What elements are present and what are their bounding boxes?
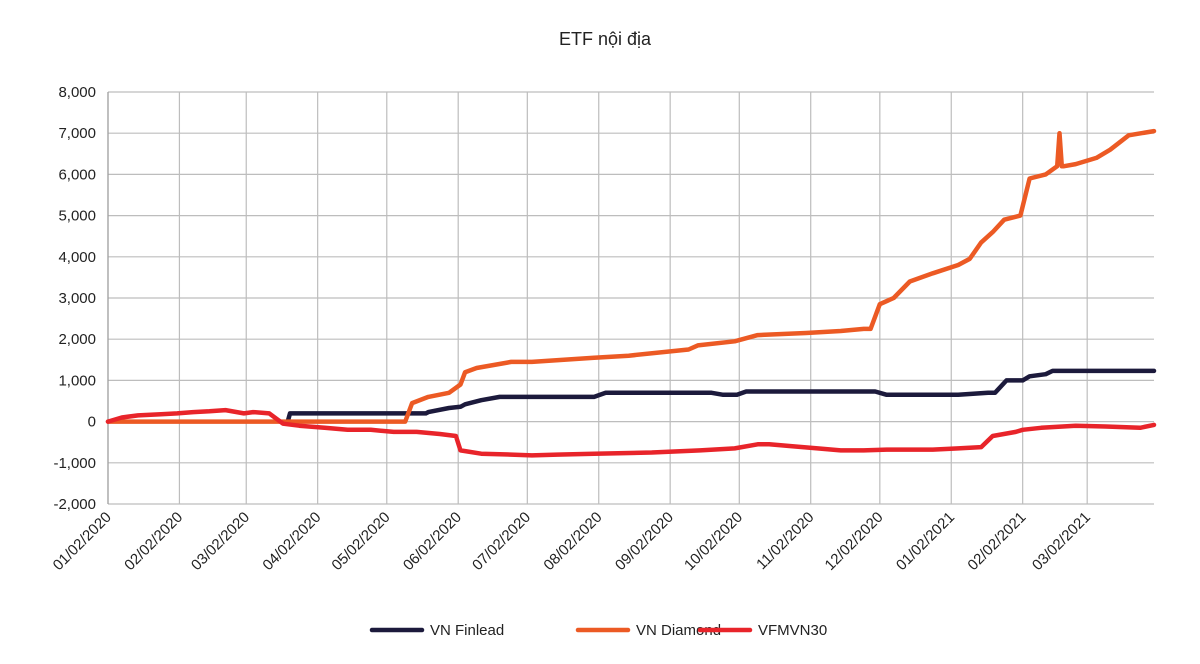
- series-line-2: [105, 128, 1157, 424]
- legend-label: VN Diamond: [636, 622, 721, 639]
- x-tick-label: 03/02/2021: [1029, 509, 1094, 574]
- y-axis-ticks: -2,000 -1,000 0 1,000 2,000 3,000 4,000 5,000 6,…: [53, 84, 96, 513]
- y-tick-label: 0: [88, 414, 96, 431]
- x-axis-ticks: 01/02/2020 02/02/2020 03/02/2020 04/02/2020…: [50, 509, 1094, 574]
- x-tick-label: 03/02/2020: [188, 509, 253, 574]
- x-tick-label: 12/02/2020: [822, 509, 887, 574]
- x-tick-label: 06/02/2020: [400, 509, 465, 574]
- legend-label: VN Finlead: [430, 622, 504, 639]
- x-tick-label: 01/02/2021: [893, 509, 958, 574]
- y-tick-label: 4,000: [58, 249, 96, 266]
- x-tick-label: 02/02/2021: [964, 509, 1029, 574]
- x-tick-label: 11/02/2020: [753, 509, 817, 573]
- series-lines: [105, 128, 1157, 458]
- y-tick-label: 7,000: [58, 125, 96, 142]
- y-tick-label: 1,000: [58, 372, 96, 389]
- y-tick-label: 8,000: [58, 84, 96, 101]
- grid: [107, 91, 1154, 505]
- y-tick-label: 5,000: [58, 208, 96, 225]
- x-tick-label: 01/02/2020: [50, 509, 115, 574]
- chart-title: ETF nội địa: [559, 29, 652, 49]
- series-line-1: [285, 368, 1157, 424]
- x-tick-label: 02/02/2020: [121, 509, 186, 574]
- y-tick-label: -2,000: [53, 496, 96, 513]
- legend-label: VFMVN30: [758, 622, 827, 639]
- x-tick-label: 05/02/2020: [328, 509, 393, 574]
- x-tick-label: 09/02/2020: [612, 509, 677, 574]
- y-tick-label: -1,000: [53, 455, 96, 472]
- x-tick-label: 04/02/2020: [259, 509, 324, 574]
- x-tick-label: 10/02/2020: [681, 509, 746, 574]
- y-tick-label: 3,000: [58, 290, 96, 307]
- series-line-3: [105, 407, 1157, 458]
- legend: VN Finlead VN Diamond VFMVN30: [369, 622, 827, 639]
- x-tick-label: 07/02/2020: [469, 509, 534, 574]
- y-tick-label: 2,000: [58, 331, 96, 348]
- x-tick-label: 08/02/2020: [540, 509, 605, 574]
- y-tick-label: 6,000: [58, 166, 96, 183]
